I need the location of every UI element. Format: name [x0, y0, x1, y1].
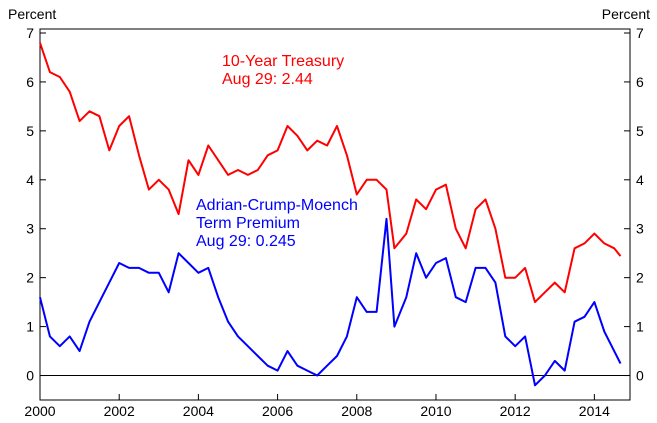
y2-tick-label: 2	[636, 270, 644, 286]
x-tick-label: 2006	[262, 403, 293, 419]
y2-tick-label: 1	[636, 319, 644, 335]
y-tick-label: 3	[26, 221, 34, 237]
x-tick-label: 2012	[500, 403, 531, 419]
plot-frame	[39, 28, 631, 401]
x-tick-label: 2010	[420, 403, 451, 419]
y2-tick-label: 7	[636, 25, 644, 41]
x-tick-label: 2004	[183, 403, 214, 419]
y2-tick-label: 3	[636, 221, 644, 237]
y-tick-label: 4	[26, 172, 34, 188]
annotation: 10-Year Treasury	[222, 53, 344, 70]
y2-tick-label: 5	[636, 123, 644, 139]
y2-tick-label: 6	[636, 74, 644, 90]
y-tick-label: 2	[26, 270, 34, 286]
x-tick-label: 2014	[579, 403, 610, 419]
x-tick-label: 2002	[104, 403, 135, 419]
y-tick-label: 6	[26, 74, 34, 90]
y-tick-label: 7	[26, 25, 34, 41]
annotation: Adrian-Crump-Moench	[196, 197, 358, 214]
x-tick-label: 2000	[24, 403, 55, 419]
x-tick-label: 2008	[341, 403, 372, 419]
y-axis-label: Percent	[8, 6, 56, 22]
series-line	[39, 217, 622, 387]
annotation: Term Premium	[196, 215, 300, 232]
y2-tick-label: 4	[636, 172, 644, 188]
y-tick-label: 5	[26, 123, 34, 139]
series-line	[39, 42, 622, 304]
annotation: Aug 29: 0.245	[196, 233, 296, 250]
annotation: Aug 29: 2.44	[222, 71, 313, 88]
y-tick-label: 0	[26, 368, 34, 384]
y2-axis-label: Percent	[602, 6, 650, 22]
y2-tick-label: 0	[636, 368, 644, 384]
y-tick-label: 1	[26, 319, 34, 335]
